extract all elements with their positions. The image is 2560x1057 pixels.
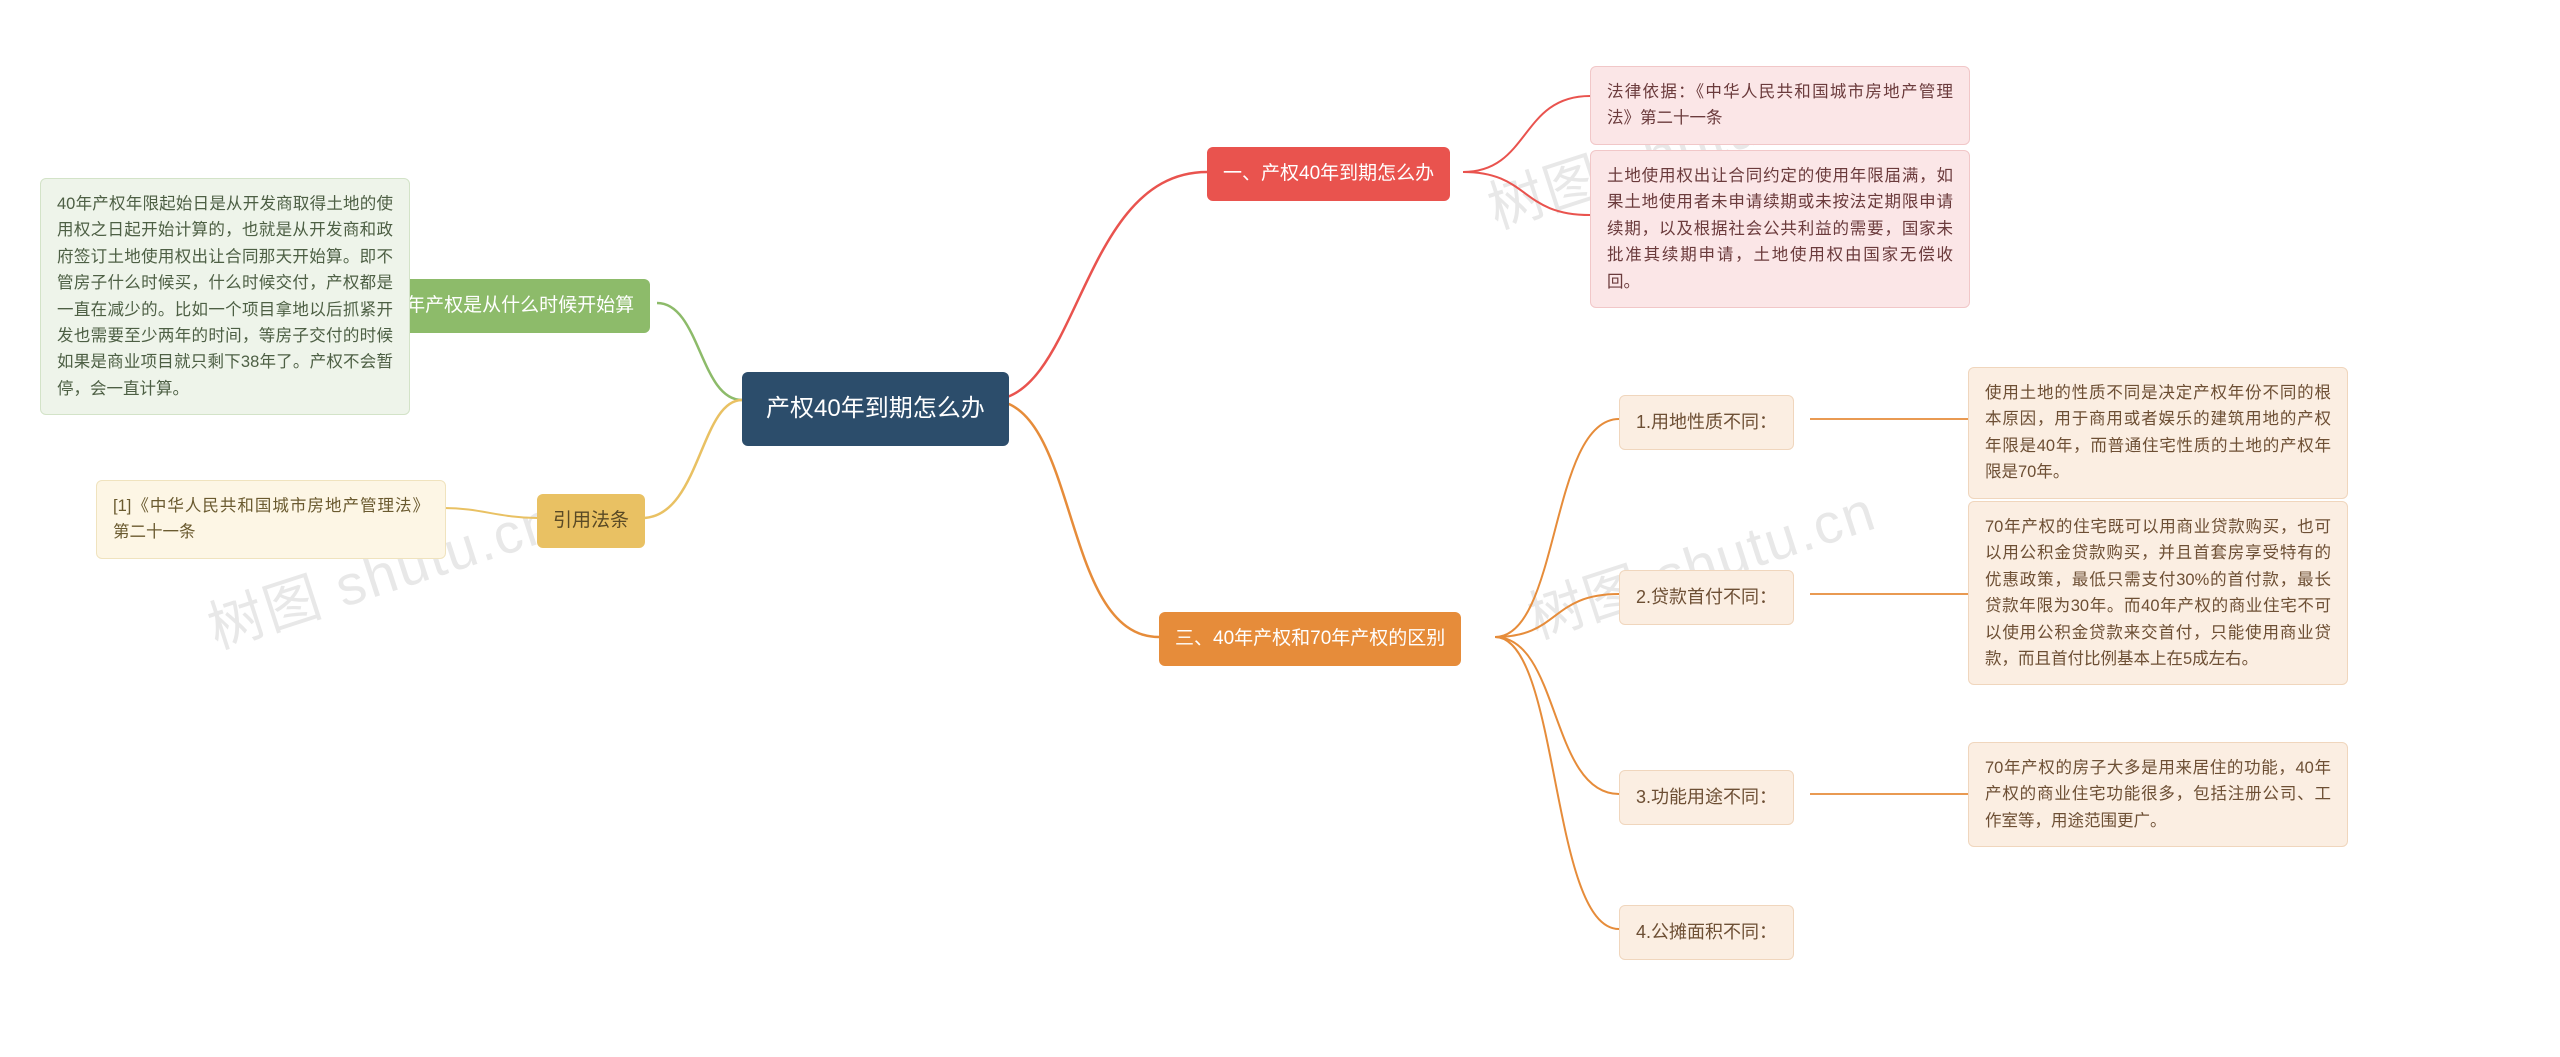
branch3-child0-text: 使用土地的性质不同是决定产权年份不同的根本原因，用于商用或者娱乐的建筑用地的产权… — [1968, 367, 2348, 499]
branch3-child1-text: 70年产权的住宅既可以用商业贷款购买，也可以用公积金贷款购买，并且首套房享受特有… — [1968, 501, 2348, 685]
branch2-leaf: 40年产权年限起始日是从开发商取得土地的使用权之日起开始计算的，也就是从开发商和… — [40, 178, 410, 415]
branch1-leaf-0: 法律依据：《中华人民共和国城市房地产管理法》第二十一条 — [1590, 66, 1970, 145]
branch3-child2-text: 70年产权的房子大多是用来居住的功能，40年产权的商业住宅功能很多，包括注册公司… — [1968, 742, 2348, 847]
branch1-leaf-1: 土地使用权出让合同约定的使用年限届满，如果土地使用者未申请续期或未按法定期限申请… — [1590, 150, 1970, 308]
branch3-child0-title: 1.用地性质不同： — [1619, 395, 1794, 450]
branch4-node[interactable]: 引用法条 — [537, 494, 645, 548]
branch3-child2-title: 3.功能用途不同： — [1619, 770, 1794, 825]
root-node[interactable]: 产权40年到期怎么办 — [742, 372, 1009, 446]
branch4-leaf: [1]《中华人民共和国城市房地产管理法》 第二十一条 — [96, 480, 446, 559]
branch1-node[interactable]: 一、产权40年到期怎么办 — [1207, 147, 1450, 201]
branch3-child3-title: 4.公摊面积不同： — [1619, 905, 1794, 960]
branch3-child1-title: 2.贷款首付不同： — [1619, 570, 1794, 625]
watermark: 树图 shutu.cn — [1516, 466, 1885, 655]
branch3-node[interactable]: 三、40年产权和70年产权的区别 — [1159, 612, 1461, 666]
